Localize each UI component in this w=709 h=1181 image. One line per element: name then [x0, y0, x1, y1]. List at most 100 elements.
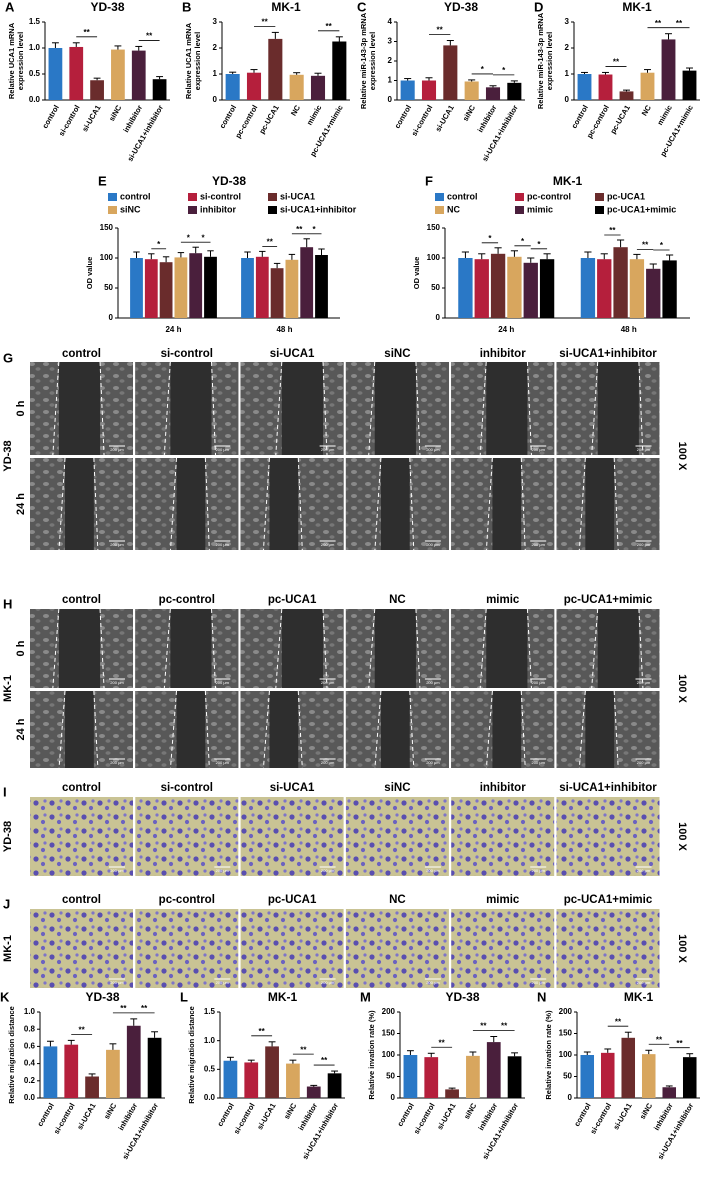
chart-title: YD-38 — [90, 0, 124, 14]
significance-label: ** — [267, 238, 274, 247]
x-tick-label: pc-UCA1 — [257, 103, 281, 135]
micrograph — [345, 909, 449, 988]
bar — [43, 1046, 58, 1098]
x-tick-label: control — [40, 103, 61, 130]
scale-bar-label: 200 μm — [110, 980, 124, 985]
x-tick-label: inhibitor — [476, 103, 499, 134]
y-tick-label: 1 — [213, 69, 218, 78]
y-tick-label: 150 — [382, 1029, 396, 1038]
bar — [661, 39, 676, 100]
y-tick-label: 0.2 — [24, 1076, 36, 1085]
y-tick-label: 150 — [100, 223, 114, 232]
panel-letter: B — [182, 0, 191, 14]
cell-area — [240, 691, 270, 768]
cell-area — [30, 458, 66, 550]
chart-title: YD-38 — [445, 990, 479, 1004]
y-axis-label: OD value — [85, 257, 94, 290]
y-tick-label: 0 — [436, 313, 441, 322]
scale-bar-label: 200 μm — [110, 542, 124, 547]
scale-bar-label: 200 μm — [216, 680, 230, 685]
legend-label: pc-UCA1+mimic — [607, 204, 676, 214]
bar — [580, 1055, 595, 1098]
bar — [682, 1057, 697, 1098]
x-tick-label: control — [569, 103, 590, 130]
cell-line-label: MK-1 — [2, 935, 14, 962]
panel-letter: K — [0, 989, 10, 1004]
y-tick-label: 1.0 — [29, 43, 41, 52]
wound-edge — [322, 608, 328, 689]
scale-bar-label: 200 μm — [216, 868, 230, 873]
micrograph — [30, 909, 133, 988]
cell-area — [614, 458, 660, 550]
micrograph — [451, 797, 555, 876]
y-tick-label: 4 — [388, 17, 393, 26]
bar — [580, 258, 596, 318]
legend-swatch — [268, 193, 277, 201]
bar — [310, 75, 326, 100]
bar — [403, 1055, 418, 1098]
legend-swatch — [435, 206, 444, 214]
bar — [306, 1086, 321, 1098]
y-tick-label: 0 — [213, 95, 218, 104]
panel-letter: C — [357, 0, 367, 14]
y-axis-label: Relative invation rate (%) — [367, 1010, 376, 1100]
significance-label: ** — [656, 1035, 663, 1044]
column-label: control — [62, 348, 101, 360]
legend-label: control — [447, 191, 478, 201]
wound-edge — [99, 361, 105, 456]
bar — [270, 268, 284, 318]
significance-label: ** — [84, 28, 91, 37]
x-tick-label: si-control — [232, 1101, 257, 1135]
x-tick-label: si-control — [57, 103, 82, 137]
y-axis-label: expression level — [16, 32, 25, 90]
scale-bar-label: 200 μm — [637, 980, 651, 985]
y-tick-label: 1.0 — [204, 1036, 216, 1045]
x-tick-label: siNC — [462, 1101, 479, 1121]
wound-edge — [368, 361, 376, 456]
column-label: pc-UCA1 — [268, 594, 317, 606]
cell-area — [323, 362, 344, 455]
micrograph — [556, 909, 660, 988]
bar — [486, 1042, 501, 1098]
y-tick-label: 0.5 — [29, 69, 41, 78]
significance-label: ** — [501, 1022, 508, 1031]
cell-area — [451, 458, 493, 550]
wound-edge — [415, 608, 421, 689]
y-tick-label: 1 — [388, 76, 393, 85]
scale-bar-label: 200 μm — [637, 447, 651, 452]
y-tick-label: 1.5 — [204, 1007, 216, 1016]
cell-line-label: MK-1 — [2, 675, 14, 702]
cell-area — [415, 362, 449, 455]
legend-swatch — [108, 206, 117, 214]
wound-edge — [163, 608, 171, 689]
column-label: siNC — [384, 348, 410, 360]
micrograph — [135, 797, 239, 876]
cell-area — [345, 609, 375, 688]
significance-label: ** — [296, 225, 303, 234]
x-tick-label: si-control — [410, 103, 435, 137]
wound-edge — [409, 690, 415, 769]
y-tick-label: 100 — [382, 1050, 396, 1059]
wound-edge — [262, 690, 270, 769]
significance-label: * — [187, 233, 191, 242]
magnification-label: 100 X — [676, 674, 688, 703]
cell-area — [527, 362, 555, 455]
wound-edge — [613, 457, 619, 551]
bar — [315, 255, 328, 318]
scale-bar-label: 200 μm — [110, 868, 124, 873]
column-label: si-control — [161, 348, 213, 360]
scale-bar-label: 200 μm — [531, 680, 545, 685]
significance-label: ** — [120, 1004, 127, 1013]
cell-area — [30, 362, 59, 455]
bar — [400, 80, 415, 100]
y-tick-label: 0 — [565, 95, 570, 104]
micrograph — [345, 797, 449, 876]
bar — [474, 259, 489, 318]
cell-area — [135, 458, 177, 550]
bar — [90, 80, 104, 100]
legend-label: pc-UCA1 — [607, 191, 645, 201]
y-axis-label: Relative migration distance — [7, 1006, 16, 1104]
cell-area — [451, 362, 487, 455]
x-tick-label: siNC — [461, 103, 478, 123]
